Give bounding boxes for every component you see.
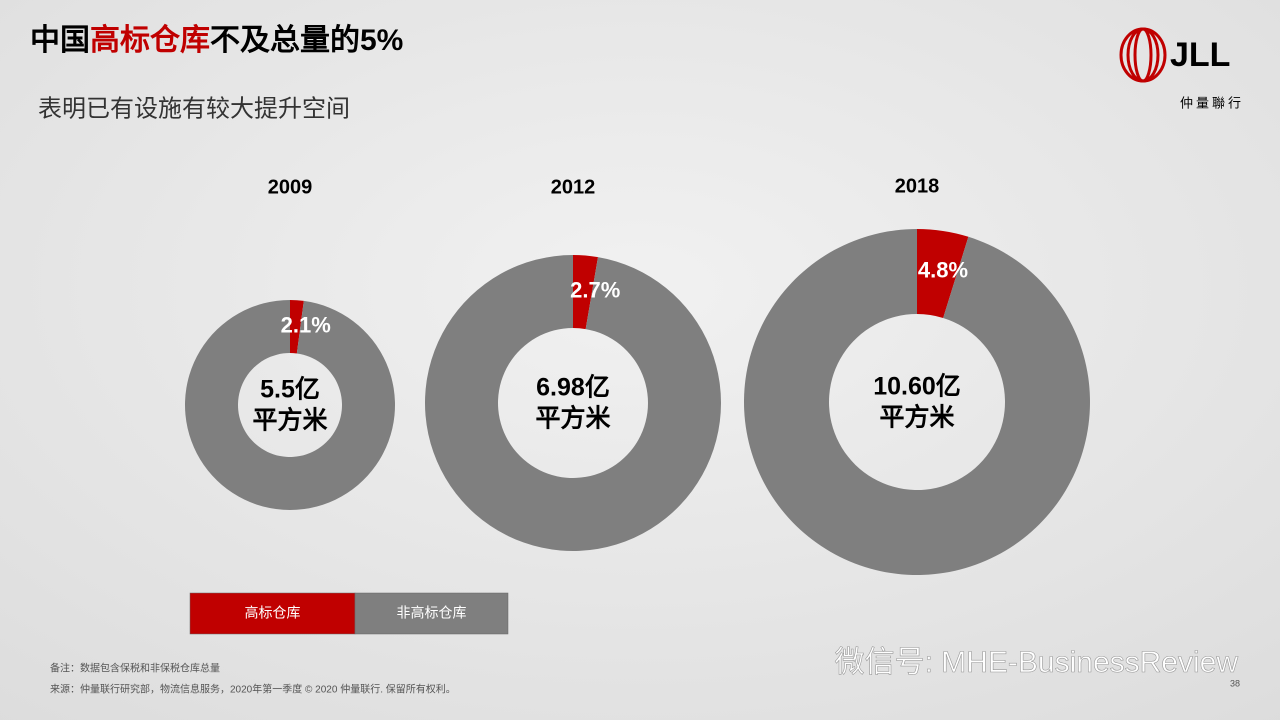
title-part: 不及总量的5%: [210, 24, 403, 57]
logo: JLL 仲量聯行: [1119, 27, 1244, 110]
legend-swatch: [354, 592, 509, 635]
center-label: 6.98亿: [536, 374, 610, 402]
title-part: 高标仓库: [90, 24, 210, 57]
donut-slice: [290, 300, 304, 354]
charts: 20092.1%5.5亿平方米20122.7%6.98亿平方米20184.8%1…: [185, 175, 1090, 575]
legend-swatch: [189, 592, 356, 635]
donut-slice: [425, 254, 722, 551]
donut-slice: [573, 255, 598, 330]
donut-slice: [185, 300, 396, 510]
value-label: 4.8%: [918, 257, 968, 282]
title: 中国高标仓库不及总量的5%: [30, 24, 403, 57]
legend-label: 非高标仓库: [397, 605, 467, 621]
logo-brand: JLL: [1170, 36, 1230, 74]
donut-slice: [743, 229, 1090, 575]
center-label: 10.60亿: [873, 373, 961, 401]
center-label: 平方米: [252, 406, 328, 435]
page-number: 38: [1230, 678, 1240, 688]
center-label: 平方米: [535, 404, 611, 433]
donut-slice: [917, 229, 969, 318]
logo-tagline: 仲量聯行: [1180, 95, 1244, 110]
center-label: 平方米: [879, 403, 955, 432]
chart-title: 2012: [551, 176, 596, 198]
title-part: 中国: [30, 24, 90, 57]
center-label: 5.5亿: [260, 376, 320, 404]
value-label: 2.7%: [570, 277, 620, 302]
chart-title: 2018: [895, 175, 940, 197]
legend-label: 高标仓库: [245, 605, 301, 621]
legend: 高标仓库 非高标仓库: [189, 592, 509, 635]
note: 备注：数据包含保税和非保税仓库总量: [50, 662, 220, 675]
subtitle: 表明已有设施有较大提升空间: [38, 95, 350, 122]
watermark: 微信号: MHE-BusinessReview: [835, 646, 1239, 679]
logo-ring: [1133, 27, 1153, 83]
note: 来源：仲量联行研究部，物流信息服务，2020年第一季度 © 2020 仲量联行.…: [50, 683, 456, 696]
value-label: 2.1%: [281, 312, 331, 337]
chart-title: 2009: [268, 176, 313, 198]
